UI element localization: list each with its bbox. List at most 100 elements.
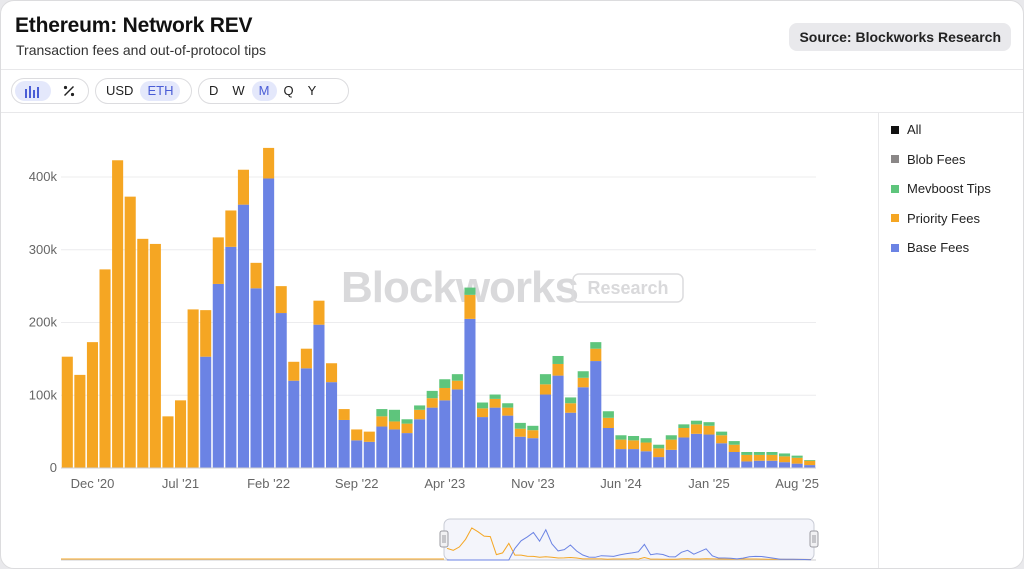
bar-base-fees[interactable]: [527, 438, 539, 468]
bar-priority-fees[interactable]: [514, 428, 526, 437]
bar-priority-fees[interactable]: [376, 416, 388, 427]
bar-mevboost-tips[interactable]: [477, 402, 489, 409]
bar-base-fees[interactable]: [804, 465, 816, 468]
bar-priority-fees[interactable]: [527, 430, 539, 439]
bar-base-fees[interactable]: [212, 283, 224, 468]
bar-base-fees[interactable]: [401, 433, 413, 468]
bar-mevboost-tips[interactable]: [766, 452, 778, 455]
bar-mevboost-tips[interactable]: [527, 425, 539, 431]
bar-base-fees[interactable]: [288, 380, 300, 468]
bar-priority-fees[interactable]: [565, 403, 577, 413]
bar-chart-icon[interactable]: [15, 81, 51, 101]
bar-base-fees[interactable]: [653, 457, 665, 468]
percent-icon[interactable]: [55, 81, 83, 101]
bar-priority-fees[interactable]: [388, 421, 400, 430]
bar-mevboost-tips[interactable]: [741, 452, 753, 455]
bar-base-fees[interactable]: [300, 368, 312, 468]
bar-priority-fees[interactable]: [414, 409, 426, 420]
bar-priority-fees[interactable]: [804, 460, 816, 466]
bar-base-fees[interactable]: [640, 451, 652, 468]
bar-priority-fees[interactable]: [502, 407, 514, 416]
bar-mevboost-tips[interactable]: [716, 431, 728, 436]
bar-base-fees[interactable]: [237, 204, 249, 468]
bar-mevboost-tips[interactable]: [678, 424, 690, 428]
bar-priority-fees[interactable]: [237, 169, 249, 205]
bar-priority-fees[interactable]: [300, 348, 312, 369]
bar-base-fees[interactable]: [489, 407, 501, 468]
legend-item-blob-fees[interactable]: Blob Fees: [891, 152, 966, 167]
bar-base-fees[interactable]: [665, 449, 677, 468]
bar-base-fees[interactable]: [514, 436, 526, 468]
period-option-m[interactable]: M: [251, 81, 277, 101]
bar-mevboost-tips[interactable]: [791, 455, 803, 458]
bar-mevboost-tips[interactable]: [401, 419, 413, 424]
bar-priority-fees[interactable]: [703, 425, 715, 435]
bar-priority-fees[interactable]: [61, 356, 73, 468]
bar-base-fees[interactable]: [602, 427, 614, 468]
period-option-q[interactable]: Q: [283, 83, 294, 98]
bar-priority-fees[interactable]: [288, 361, 300, 381]
bar-priority-fees[interactable]: [477, 408, 489, 418]
bar-mevboost-tips[interactable]: [690, 420, 702, 425]
bar-mevboost-tips[interactable]: [539, 374, 551, 385]
bar-base-fees[interactable]: [577, 387, 589, 468]
bar-priority-fees[interactable]: [99, 269, 111, 468]
bar-base-fees[interactable]: [225, 246, 237, 468]
bar-priority-fees[interactable]: [351, 429, 363, 441]
bar-priority-fees[interactable]: [112, 160, 124, 468]
bar-base-fees[interactable]: [716, 443, 728, 468]
bar-mevboost-tips[interactable]: [439, 379, 451, 388]
bar-base-fees[interactable]: [690, 433, 702, 468]
bar-base-fees[interactable]: [753, 460, 765, 468]
bar-priority-fees[interactable]: [263, 147, 275, 179]
bar-mevboost-tips[interactable]: [426, 390, 438, 399]
bar-priority-fees[interactable]: [552, 363, 564, 376]
bar-priority-fees[interactable]: [439, 387, 451, 401]
bar-mevboost-tips[interactable]: [577, 371, 589, 378]
period-option-d[interactable]: D: [209, 83, 219, 98]
legend-item-base-fees[interactable]: Base Fees: [891, 240, 969, 255]
bar-mevboost-tips[interactable]: [653, 444, 665, 449]
bar-priority-fees[interactable]: [539, 384, 551, 395]
period-option-w[interactable]: W: [232, 83, 245, 98]
bar-priority-fees[interactable]: [86, 342, 98, 468]
bar-base-fees[interactable]: [351, 440, 363, 468]
legend-item-priority-fees[interactable]: Priority Fees: [891, 211, 980, 226]
bar-base-fees[interactable]: [678, 437, 690, 468]
bar-priority-fees[interactable]: [363, 431, 375, 442]
bar-priority-fees[interactable]: [753, 454, 765, 461]
bar-base-fees[interactable]: [250, 288, 262, 468]
bar-mevboost-tips[interactable]: [804, 460, 816, 461]
bar-base-fees[interactable]: [326, 382, 338, 468]
bar-mevboost-tips[interactable]: [388, 409, 400, 422]
bar-priority-fees[interactable]: [451, 380, 463, 390]
bar-mevboost-tips[interactable]: [552, 355, 564, 364]
bar-priority-fees[interactable]: [250, 262, 262, 289]
bar-base-fees[interactable]: [376, 426, 388, 468]
bar-priority-fees[interactable]: [401, 423, 413, 434]
bar-base-fees[interactable]: [200, 356, 212, 468]
bar-mevboost-tips[interactable]: [489, 394, 501, 399]
bar-mevboost-tips[interactable]: [703, 422, 715, 426]
bar-base-fees[interactable]: [741, 461, 753, 468]
bar-base-fees[interactable]: [477, 417, 489, 468]
bar-priority-fees[interactable]: [464, 294, 476, 319]
bar-base-fees[interactable]: [363, 441, 375, 468]
currency-option-eth[interactable]: ETH: [140, 81, 181, 101]
bar-priority-fees[interactable]: [716, 435, 728, 444]
bar-priority-fees[interactable]: [791, 457, 803, 464]
navigator-handle-left[interactable]: [439, 530, 449, 548]
bar-priority-fees[interactable]: [766, 454, 778, 461]
bar-base-fees[interactable]: [791, 463, 803, 468]
bar-priority-fees[interactable]: [137, 238, 149, 468]
bar-base-fees[interactable]: [439, 400, 451, 468]
bar-base-fees[interactable]: [766, 460, 778, 468]
bar-mevboost-tips[interactable]: [628, 435, 640, 441]
bar-base-fees[interactable]: [338, 419, 350, 468]
bar-mevboost-tips[interactable]: [602, 411, 614, 418]
bar-mevboost-tips[interactable]: [665, 435, 677, 440]
bar-priority-fees[interactable]: [640, 442, 652, 452]
bar-base-fees[interactable]: [502, 415, 514, 468]
bar-mevboost-tips[interactable]: [451, 374, 463, 381]
bar-priority-fees[interactable]: [326, 363, 338, 383]
